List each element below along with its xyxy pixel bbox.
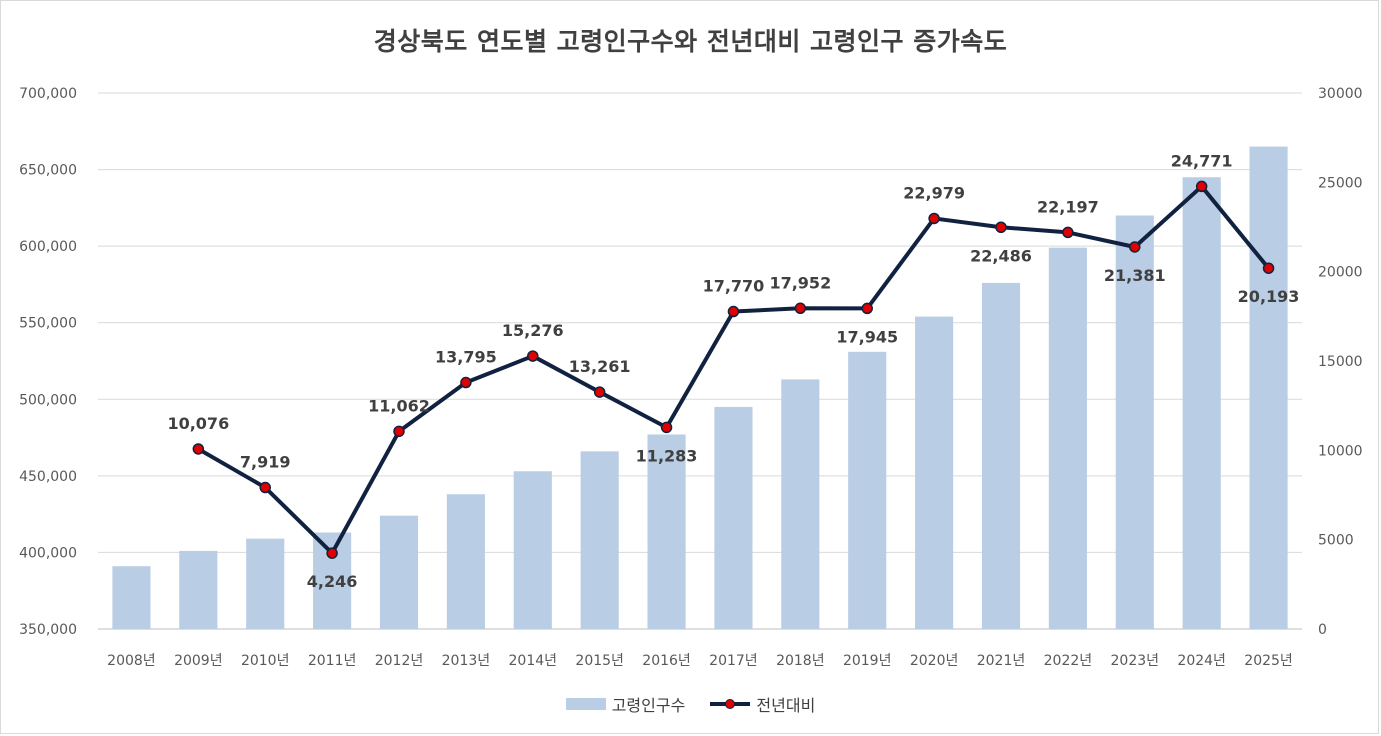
y-left-tick-label: 450,000 — [19, 469, 77, 485]
line-point — [192, 443, 205, 455]
line-point — [527, 350, 539, 362]
line-point — [1195, 180, 1208, 193]
y-right-tick-label: 5000 — [1318, 533, 1354, 549]
data-label: 15,276 — [502, 321, 564, 340]
line-point — [1262, 262, 1275, 274]
y-left-tick-label: 350,000 — [19, 622, 77, 638]
data-label: 13,795 — [435, 348, 497, 367]
x-tick-label: 2008년 — [107, 653, 156, 669]
data-label: 10,076 — [167, 414, 229, 433]
legend: 고령인구수 전년대비 — [0, 692, 1381, 716]
y-right-tick-label: 10000 — [1318, 443, 1363, 459]
y-right-tick-label: 30000 — [1318, 86, 1363, 102]
data-label: 17,770 — [703, 277, 765, 296]
y-right-tick-label: 15000 — [1318, 354, 1363, 370]
x-tick-label: 2016년 — [642, 653, 691, 669]
y-right-tick-label: 0 — [1318, 622, 1327, 638]
legend-swatch-line — [710, 698, 751, 710]
data-label: 4,246 — [307, 572, 358, 591]
legend-swatch-bar — [565, 698, 606, 710]
axis-labels: 350,000 400,000 450,000 500,000 550,000 600,0… — [19, 86, 1362, 669]
line-point — [1062, 226, 1074, 239]
bar — [580, 451, 619, 629]
y-left-tick-label: 600,000 — [19, 239, 77, 255]
y-right-tick-label: 20000 — [1318, 265, 1363, 281]
line-point — [794, 302, 807, 315]
legend-item-bar: 고령인구수 — [565, 692, 686, 716]
bar — [848, 351, 887, 629]
bar — [981, 282, 1021, 629]
x-tick-label: 2023년 — [1111, 653, 1160, 669]
x-tick-label: 2020년 — [910, 653, 959, 669]
data-label: 7,919 — [240, 453, 291, 472]
x-tick-label: 2024년 — [1177, 653, 1226, 669]
bar-series — [112, 146, 1288, 629]
bar — [179, 550, 218, 629]
line-point — [660, 421, 673, 434]
legend-label-line: 전년대비 — [756, 696, 816, 715]
data-label: 20,193 — [1238, 287, 1300, 306]
line-point — [727, 305, 740, 318]
line-point — [928, 212, 940, 225]
data-label: 17,952 — [769, 273, 831, 292]
line-series: 10,076 7,919 4,246 11,062 13,795 15,276 13,261… — [167, 151, 1299, 591]
gridlines — [98, 92, 1302, 630]
y-left-tick-label: 650,000 — [19, 163, 77, 179]
x-tick-label: 2017년 — [709, 653, 758, 669]
bar — [379, 515, 419, 629]
x-tick-label: 2021년 — [977, 653, 1026, 669]
chart-title: 경상북도 연도별 고령인구수와 전년대비 고령인구 증가속도 — [373, 27, 1008, 56]
bar — [1182, 177, 1221, 629]
bar — [446, 494, 485, 629]
data-label: 11,283 — [636, 446, 698, 465]
line-point — [259, 481, 271, 494]
line-point — [861, 302, 873, 315]
data-label: 11,062 — [368, 396, 430, 415]
y-right-tick-label: 25000 — [1318, 175, 1363, 191]
x-tick-label: 2011년 — [308, 653, 357, 669]
line-point — [995, 221, 1007, 234]
data-label: 21,381 — [1104, 266, 1166, 285]
x-tick-label: 2025년 — [1244, 653, 1293, 669]
data-label: 22,486 — [970, 246, 1032, 265]
x-tick-label: 2009년 — [174, 653, 223, 669]
data-label: 24,771 — [1171, 151, 1233, 170]
x-tick-label: 2018년 — [776, 653, 825, 669]
x-tick-label: 2019년 — [843, 653, 892, 669]
bar — [781, 379, 820, 629]
bar — [1249, 146, 1288, 629]
line-point — [460, 376, 472, 389]
x-tick-label: 2013년 — [442, 653, 491, 669]
bar — [647, 434, 686, 629]
legend-item-line: 전년대비 — [710, 692, 815, 716]
line-point — [593, 386, 606, 398]
bar — [513, 471, 552, 629]
data-label: 13,261 — [569, 357, 631, 376]
line-point — [1129, 241, 1141, 253]
x-tick-label: 2022년 — [1044, 653, 1093, 669]
bar — [112, 566, 151, 629]
data-label: 22,979 — [903, 183, 965, 202]
y-left-tick-label: 400,000 — [19, 545, 77, 561]
y-left-tick-label: 550,000 — [19, 316, 77, 332]
bar — [915, 316, 954, 629]
bar — [1115, 215, 1154, 629]
data-label: 22,197 — [1037, 197, 1099, 216]
legend-label-bar: 고령인구수 — [611, 696, 686, 715]
bar — [714, 406, 753, 629]
x-tick-label: 2015년 — [575, 653, 624, 669]
y-left-tick-label: 700,000 — [19, 86, 77, 102]
bar — [246, 538, 285, 629]
data-label: 17,945 — [836, 327, 898, 346]
x-tick-label: 2014년 — [509, 653, 558, 669]
line-point — [326, 547, 338, 559]
x-tick-label: 2010년 — [241, 653, 290, 669]
y-left-tick-label: 500,000 — [19, 392, 77, 408]
x-tick-label: 2012년 — [375, 653, 424, 669]
line-point — [393, 425, 405, 438]
bar — [1048, 247, 1087, 629]
